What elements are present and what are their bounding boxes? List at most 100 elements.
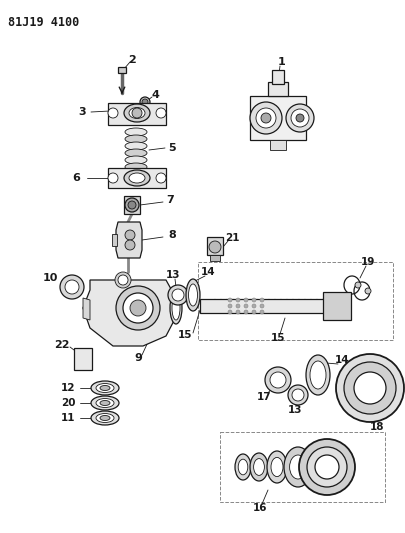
Ellipse shape [170, 292, 181, 324]
Circle shape [65, 280, 79, 294]
Ellipse shape [125, 156, 147, 164]
Ellipse shape [309, 361, 325, 389]
Ellipse shape [124, 104, 149, 122]
Circle shape [249, 102, 281, 134]
Polygon shape [83, 280, 177, 346]
Text: 7: 7 [166, 195, 173, 205]
Text: 21: 21 [224, 233, 239, 243]
Circle shape [252, 304, 256, 308]
Circle shape [235, 304, 239, 308]
Polygon shape [116, 222, 142, 258]
Text: 15: 15 [270, 333, 285, 343]
Text: 13: 13 [165, 270, 180, 280]
Ellipse shape [266, 451, 286, 483]
Ellipse shape [253, 458, 264, 475]
Ellipse shape [314, 453, 335, 481]
Circle shape [259, 310, 263, 314]
Circle shape [125, 240, 135, 250]
Circle shape [259, 304, 263, 308]
Ellipse shape [100, 416, 110, 421]
Bar [112, 234, 117, 246]
Text: 9: 9 [134, 353, 142, 363]
Circle shape [364, 288, 370, 294]
Bar [220, 432, 384, 502]
Text: 5: 5 [168, 143, 175, 153]
Ellipse shape [188, 284, 197, 306]
Ellipse shape [249, 453, 267, 481]
Circle shape [295, 114, 303, 122]
Text: 18: 18 [369, 422, 383, 432]
Circle shape [335, 354, 403, 422]
Bar [118, 67, 126, 73]
Ellipse shape [100, 385, 110, 391]
Text: 6: 6 [72, 173, 80, 183]
Bar [322, 292, 350, 320]
Ellipse shape [129, 108, 145, 118]
Circle shape [130, 300, 146, 316]
Text: 4: 4 [151, 90, 158, 100]
Circle shape [209, 241, 220, 253]
Circle shape [116, 286, 160, 330]
Circle shape [128, 201, 136, 209]
Ellipse shape [125, 142, 147, 150]
Text: 15: 15 [177, 330, 192, 340]
Circle shape [353, 372, 385, 404]
Circle shape [285, 104, 313, 132]
Bar [108, 103, 166, 125]
Circle shape [115, 272, 131, 288]
Circle shape [243, 298, 247, 302]
Circle shape [235, 310, 239, 314]
Circle shape [125, 230, 135, 240]
Ellipse shape [129, 173, 145, 183]
Circle shape [306, 447, 346, 487]
Polygon shape [83, 298, 90, 320]
Ellipse shape [124, 170, 149, 186]
Ellipse shape [91, 381, 119, 395]
Text: 19: 19 [360, 257, 374, 267]
Circle shape [60, 275, 84, 299]
Text: 8: 8 [168, 230, 175, 240]
Text: 20: 20 [61, 398, 75, 408]
Circle shape [269, 372, 285, 388]
Text: 10: 10 [42, 273, 58, 283]
Text: 3: 3 [78, 107, 85, 117]
Bar [200, 299, 344, 313]
Circle shape [354, 282, 360, 288]
Circle shape [140, 97, 149, 107]
Circle shape [298, 439, 354, 495]
Circle shape [287, 385, 307, 405]
Bar [207, 237, 222, 255]
Text: 17: 17 [256, 392, 271, 402]
Bar [267, 82, 287, 96]
Text: 81J19 4100: 81J19 4100 [8, 16, 79, 29]
Circle shape [290, 109, 308, 127]
Circle shape [291, 389, 303, 401]
Circle shape [172, 289, 183, 301]
Bar [271, 70, 284, 84]
Circle shape [243, 304, 247, 308]
Bar [74, 348, 92, 370]
Text: 16: 16 [252, 503, 266, 513]
Circle shape [260, 113, 270, 123]
Bar [124, 196, 140, 214]
Text: 22: 22 [54, 340, 70, 350]
Ellipse shape [125, 163, 147, 171]
Ellipse shape [91, 411, 119, 425]
Circle shape [168, 285, 188, 305]
Ellipse shape [238, 459, 247, 475]
Text: 1: 1 [277, 57, 285, 67]
Ellipse shape [91, 396, 119, 410]
Ellipse shape [125, 135, 147, 143]
Text: 14: 14 [334, 355, 348, 365]
Circle shape [108, 173, 118, 183]
Circle shape [118, 275, 128, 285]
Ellipse shape [125, 128, 147, 136]
Circle shape [343, 362, 395, 414]
Text: 11: 11 [61, 413, 75, 423]
Ellipse shape [234, 454, 250, 480]
Circle shape [123, 293, 153, 323]
Circle shape [228, 310, 231, 314]
Circle shape [243, 310, 247, 314]
Circle shape [108, 108, 118, 118]
Circle shape [252, 310, 256, 314]
